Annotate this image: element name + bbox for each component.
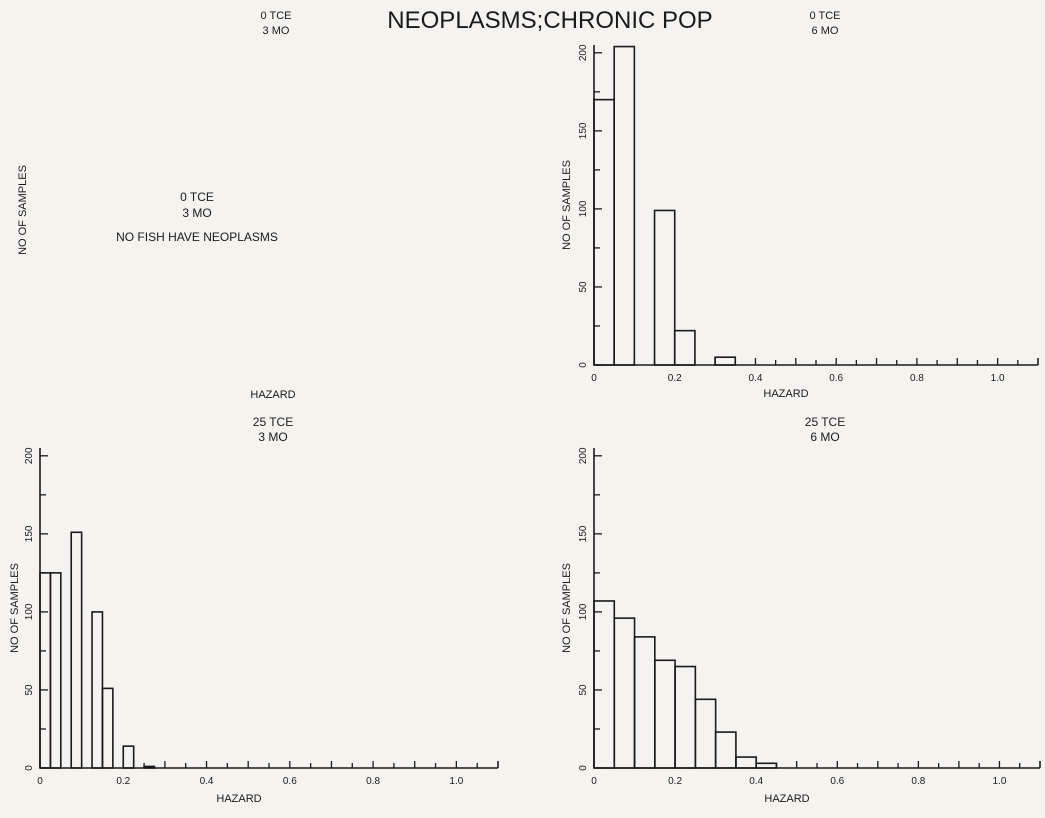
y-axis-label: NO OF SAMPLES bbox=[561, 160, 573, 250]
histogram-bar bbox=[633, 636, 656, 769]
histogram-bar bbox=[674, 665, 697, 769]
panel-heading-line2: 3 MO bbox=[258, 430, 287, 444]
x-tick-label: 0.6 bbox=[283, 776, 297, 787]
x-tick-label: 1.0 bbox=[993, 776, 1007, 787]
x-tick-label: 0 bbox=[591, 776, 597, 787]
histogram-bar bbox=[613, 617, 636, 769]
histogram-bar bbox=[593, 600, 616, 769]
empty-panel-message-line3: NO FISH HAVE NEOPLASMS bbox=[116, 230, 278, 244]
x-axis-label: HAZARD bbox=[763, 388, 808, 400]
histogram-bar bbox=[653, 209, 676, 366]
y-tick-label: 0 bbox=[578, 362, 589, 368]
histogram-bar bbox=[39, 572, 52, 769]
x-tick-label: 0.6 bbox=[830, 776, 844, 787]
x-axis-label: HAZARD bbox=[764, 793, 809, 805]
histogram-bar bbox=[654, 659, 676, 769]
histogram-bar bbox=[714, 356, 737, 366]
y-tick-label: 200 bbox=[24, 447, 35, 464]
histogram-bar bbox=[613, 45, 636, 366]
empty-panel-ylabel: NO OF SAMPLES bbox=[17, 165, 29, 255]
x-tick-label: 0.4 bbox=[200, 776, 214, 787]
histogram-bar bbox=[101, 687, 114, 769]
histogram-bar bbox=[91, 611, 104, 769]
x-tick-label: 1.0 bbox=[449, 776, 463, 787]
x-tick-label: 0.8 bbox=[910, 373, 924, 384]
y-tick-label: 150 bbox=[578, 525, 589, 542]
y-tick-label: 100 bbox=[578, 603, 589, 620]
histogram-bar bbox=[735, 756, 757, 769]
y-tick-label: 50 bbox=[578, 281, 589, 293]
chart-panel-25-tce-3-mo: 0 0.2 0.4 0.6 0.8 1.0 0 50 100 150 200 HAZARD NO OF … bbox=[9, 415, 499, 805]
x-tick-label: 0.6 bbox=[829, 373, 843, 384]
y-tick-label: 150 bbox=[578, 122, 589, 139]
y-tick-label: 100 bbox=[578, 200, 589, 217]
x-tick-label: 0 bbox=[591, 373, 597, 384]
empty-panel: NO OF SAMPLES 0 TCE 3 MO NO FISH HAVE NE… bbox=[17, 165, 278, 255]
histogram-bar bbox=[755, 762, 778, 769]
y-tick-label: 100 bbox=[24, 603, 35, 620]
y-tick-label: 150 bbox=[24, 525, 35, 542]
histogram-bar bbox=[593, 98, 615, 366]
y-tick-label: 50 bbox=[578, 684, 589, 696]
x-axis-label: HAZARD bbox=[216, 793, 261, 805]
header-left-line1: 0 TCE bbox=[261, 10, 292, 22]
figure-title: NEOPLASMS;CHRONIC POP bbox=[387, 7, 712, 34]
x-tick-label: 0.8 bbox=[366, 776, 380, 787]
histogram-bar bbox=[694, 698, 717, 769]
chart-panel-25-tce-6-mo: 0 0.2 0.4 0.6 0.8 1.0 0 50 100 150 200 HAZARD NO OF … bbox=[561, 415, 1041, 805]
panel-heading-line1: 25 TCE bbox=[805, 415, 845, 429]
y-tick-label: 200 bbox=[578, 44, 589, 61]
y-tick-label: 0 bbox=[578, 765, 589, 771]
panel-heading-line1: 25 TCE bbox=[253, 415, 293, 429]
histogram-bar bbox=[122, 745, 135, 769]
x-tick-label: 0.2 bbox=[668, 776, 682, 787]
histogram-bar bbox=[143, 765, 156, 769]
x-tick-label: 0.4 bbox=[749, 373, 763, 384]
x-tick-label: 0.4 bbox=[749, 776, 763, 787]
empty-panel-message-line1: 0 TCE bbox=[180, 190, 214, 204]
y-tick-label: 50 bbox=[24, 684, 35, 696]
histogram-bar bbox=[714, 731, 737, 769]
x-tick-label: 0.8 bbox=[911, 776, 925, 787]
header-left-line2: 3 MO bbox=[263, 25, 290, 37]
x-tick-label: 1.0 bbox=[991, 373, 1005, 384]
stray-hazard-label: HAZARD bbox=[250, 389, 295, 401]
panel-heading-line2: 6 MO bbox=[810, 430, 839, 444]
header-right-line2: 6 MO bbox=[812, 25, 839, 37]
histogram-bar bbox=[49, 572, 62, 769]
x-tick-label: 0 bbox=[37, 776, 43, 787]
x-tick-label: 0.2 bbox=[116, 776, 130, 787]
histogram-bar bbox=[70, 531, 83, 769]
y-axis-label: NO OF SAMPLES bbox=[561, 563, 573, 653]
header-right-line1: 0 TCE bbox=[810, 10, 841, 22]
y-tick-label: 0 bbox=[24, 765, 35, 771]
histogram-bar bbox=[673, 329, 696, 366]
x-tick-label: 0.2 bbox=[668, 373, 682, 384]
y-axis-label: NO OF SAMPLES bbox=[9, 563, 21, 653]
chart-panel-0-tce-6-mo: 0 0.2 0.4 0.6 0.8 1.0 0 50 100 150 200 HAZARD NO OF … bbox=[561, 44, 1039, 400]
y-tick-label: 200 bbox=[578, 447, 589, 464]
empty-panel-message-line2: 3 MO bbox=[182, 206, 211, 220]
